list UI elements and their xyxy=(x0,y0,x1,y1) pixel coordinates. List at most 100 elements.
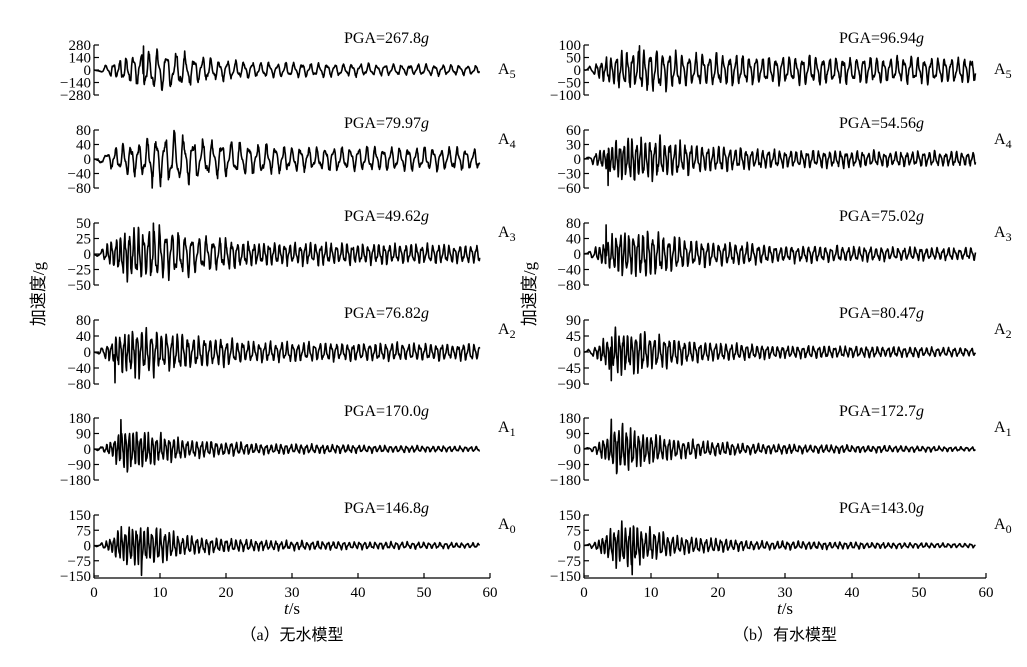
y-tick-label: 0 xyxy=(574,247,582,263)
y-tick-label: −280 xyxy=(60,88,91,104)
chart-caption: （b）有水模型 xyxy=(733,626,837,644)
pga-label: PGA=75.02g xyxy=(839,208,924,225)
y-tick-label: 0 xyxy=(84,345,92,361)
y-tick-label: 0 xyxy=(84,152,92,168)
y-tick-label: −90 xyxy=(558,377,581,393)
pga-label: PGA=146.8g xyxy=(344,500,429,517)
y-tick-label: 75 xyxy=(566,523,581,539)
y-tick-label: −50 xyxy=(68,278,91,294)
y-tick-label: 0 xyxy=(84,442,92,458)
y-tick-label: 40 xyxy=(76,138,91,154)
y-axis-label: 加速度/g xyxy=(520,261,539,326)
y-tick-label: 180 xyxy=(69,411,92,427)
y-tick-label: 0 xyxy=(574,345,582,361)
channel-label: A4 xyxy=(498,131,516,151)
y-tick-label: 100 xyxy=(559,38,582,54)
pga-label: PGA=80.47g xyxy=(839,305,924,322)
waveform-a4 xyxy=(583,134,977,187)
y-tick-label: 180 xyxy=(559,411,582,427)
y-tick-label: 0 xyxy=(574,63,582,79)
waveform-a0 xyxy=(583,520,976,576)
x-tick-label: 10 xyxy=(644,585,659,601)
y-tick-label: −90 xyxy=(68,458,91,474)
y-tick-label: 140 xyxy=(69,51,92,67)
channel-label: A3 xyxy=(994,224,1012,244)
y-tick-label: −180 xyxy=(60,473,91,489)
chart-caption: （a）无水模型 xyxy=(240,626,343,644)
pga-label: PGA=79.97g xyxy=(344,115,429,132)
y-tick-label: −45 xyxy=(558,361,581,377)
pga-label: PGA=267.8g xyxy=(344,30,429,47)
y-tick-label: −40 xyxy=(558,263,581,279)
x-tick-label: 0 xyxy=(90,585,98,601)
y-tick-label: −100 xyxy=(550,88,581,104)
channel-label: A5 xyxy=(498,61,516,81)
x-tick-label: 30 xyxy=(285,585,300,601)
y-tick-label: 80 xyxy=(76,313,91,329)
y-tick-label: 25 xyxy=(76,232,91,248)
x-tick-label: 10 xyxy=(153,585,168,601)
pga-label: PGA=54.56g xyxy=(839,115,924,132)
x-tick-label: 40 xyxy=(351,585,366,601)
y-tick-label: 80 xyxy=(566,216,581,232)
waveform-a2 xyxy=(93,326,481,384)
y-tick-label: −80 xyxy=(68,377,91,393)
y-tick-label: −150 xyxy=(60,569,91,585)
x-tick-label: 40 xyxy=(845,585,860,601)
y-tick-label: 40 xyxy=(76,329,91,345)
channel-label: A2 xyxy=(498,321,516,341)
y-tick-label: −80 xyxy=(68,181,91,197)
waveform-a0 xyxy=(93,525,481,577)
channel-label: A1 xyxy=(498,419,516,439)
pga-label: PGA=170.0g xyxy=(344,403,429,420)
y-tick-label: 90 xyxy=(566,427,581,443)
y-tick-label: 50 xyxy=(566,51,581,67)
y-tick-label: 90 xyxy=(76,427,91,443)
y-tick-label: −40 xyxy=(68,167,91,183)
x-tick-label: 60 xyxy=(483,585,498,601)
y-tick-label: −60 xyxy=(558,181,581,197)
x-tick-label: 50 xyxy=(417,585,432,601)
y-tick-label: 40 xyxy=(566,232,581,248)
channel-label: A0 xyxy=(498,516,516,536)
x-tick-label: 30 xyxy=(778,585,793,601)
waveform-a4 xyxy=(93,129,481,189)
y-tick-label: 30 xyxy=(566,138,581,154)
y-axis-label: 加速度/g xyxy=(29,261,48,326)
y-tick-label: 280 xyxy=(69,38,92,54)
channel-label: A3 xyxy=(498,224,516,244)
y-tick-label: −25 xyxy=(68,263,91,279)
y-tick-label: 60 xyxy=(566,123,581,139)
y-tick-label: 45 xyxy=(566,329,581,345)
y-tick-label: 0 xyxy=(574,539,582,555)
y-tick-label: 150 xyxy=(69,508,92,524)
channel-label: A0 xyxy=(994,516,1012,536)
channel-label: A2 xyxy=(994,321,1012,341)
x-tick-label: 50 xyxy=(912,585,927,601)
x-axis-label: t/s xyxy=(777,599,793,618)
x-tick-label: 20 xyxy=(711,585,726,601)
y-tick-label: −40 xyxy=(68,361,91,377)
y-tick-label: 0 xyxy=(84,63,92,79)
x-tick-label: 0 xyxy=(580,585,588,601)
y-tick-label: −180 xyxy=(550,473,581,489)
pga-label: PGA=96.94g xyxy=(839,30,924,47)
waveform-a5 xyxy=(93,45,481,92)
y-tick-label: −30 xyxy=(558,167,581,183)
y-tick-label: 75 xyxy=(76,523,91,539)
y-tick-label: 0 xyxy=(84,247,92,263)
channel-label: A5 xyxy=(994,61,1012,81)
x-axis-label: t/s xyxy=(284,599,300,618)
y-tick-label: 150 xyxy=(559,508,582,524)
y-tick-label: 50 xyxy=(76,216,91,232)
